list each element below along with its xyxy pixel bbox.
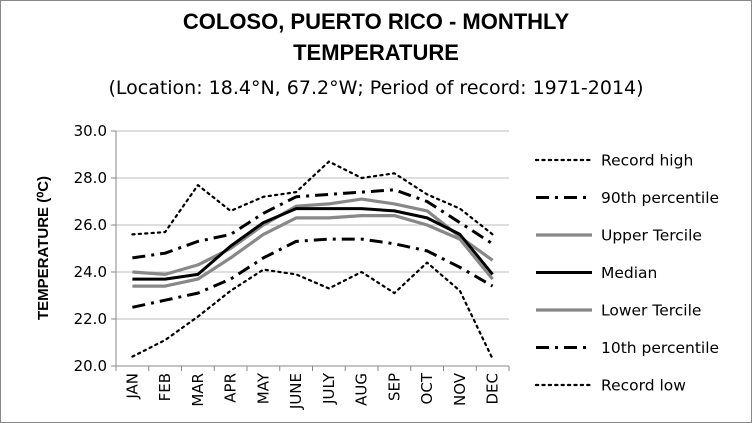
y-tick-label: 28.0	[74, 169, 107, 187]
series-line-record-high	[131, 160, 494, 236]
series-line-median	[132, 207, 494, 281]
x-tick-label: AUG	[353, 373, 371, 406]
y-tick-label: 22.0	[74, 310, 107, 328]
series-line-record-low	[131, 261, 494, 360]
axes: 20.0 22.0 24.0 26.0 28.0 30.0 JAN FEB MAR APR MAY J…	[74, 122, 510, 410]
legend-label-10th-percentile: 10th percentile	[601, 339, 719, 357]
legend-label-90th-percentile: 90th percentile	[601, 189, 719, 207]
x-tick-label: JULY	[320, 372, 338, 405]
chart-title-line1: COLOSO, PUERTO RICO - MONTHLY	[182, 9, 570, 34]
x-tick-label: FEB	[156, 373, 174, 401]
legend-label-record-high: Record high	[601, 152, 693, 170]
y-tick-label: 30.0	[74, 122, 107, 140]
x-tick-label: JAN	[123, 373, 141, 400]
legend-label-upper-tercile: Upper Tercile	[601, 227, 702, 245]
legend-label-lower-tercile: Lower Tercile	[601, 302, 701, 320]
data-series	[131, 160, 494, 360]
chart-subtitle: (Location: 18.4°N, 67.2°W; Period of rec…	[108, 77, 644, 99]
series-line-lower-tercile	[132, 214, 494, 288]
x-tick-label: APR	[222, 373, 240, 403]
x-tick-label: OCT	[418, 372, 436, 404]
x-tick-label: NOV	[451, 372, 469, 406]
legend-label-record-low: Record low	[601, 377, 686, 395]
series-line-upper-tercile	[132, 197, 494, 276]
x-tick-label: MAY	[254, 372, 272, 404]
legend: Record high 90th percentile Upper Tercile M…	[534, 152, 719, 395]
series-line-10th-percentile	[132, 237, 494, 309]
chart-title-line2: TEMPERATURE	[293, 40, 459, 65]
y-tick-label: 24.0	[74, 263, 107, 281]
y-tick-label: 20.0	[74, 357, 107, 375]
x-tick-label: DEC	[484, 373, 502, 405]
y-axis-label: TEMPERATURE (⁰C)	[35, 176, 52, 320]
x-tick-label: SEP	[385, 373, 403, 401]
gridlines	[116, 130, 509, 367]
x-tick-label: JUNE	[287, 373, 305, 410]
x-tick-label: MAR	[189, 373, 207, 407]
series-line-90th-percentile	[132, 188, 494, 260]
y-tick-label: 26.0	[74, 216, 107, 234]
legend-label-median: Median	[601, 264, 657, 282]
